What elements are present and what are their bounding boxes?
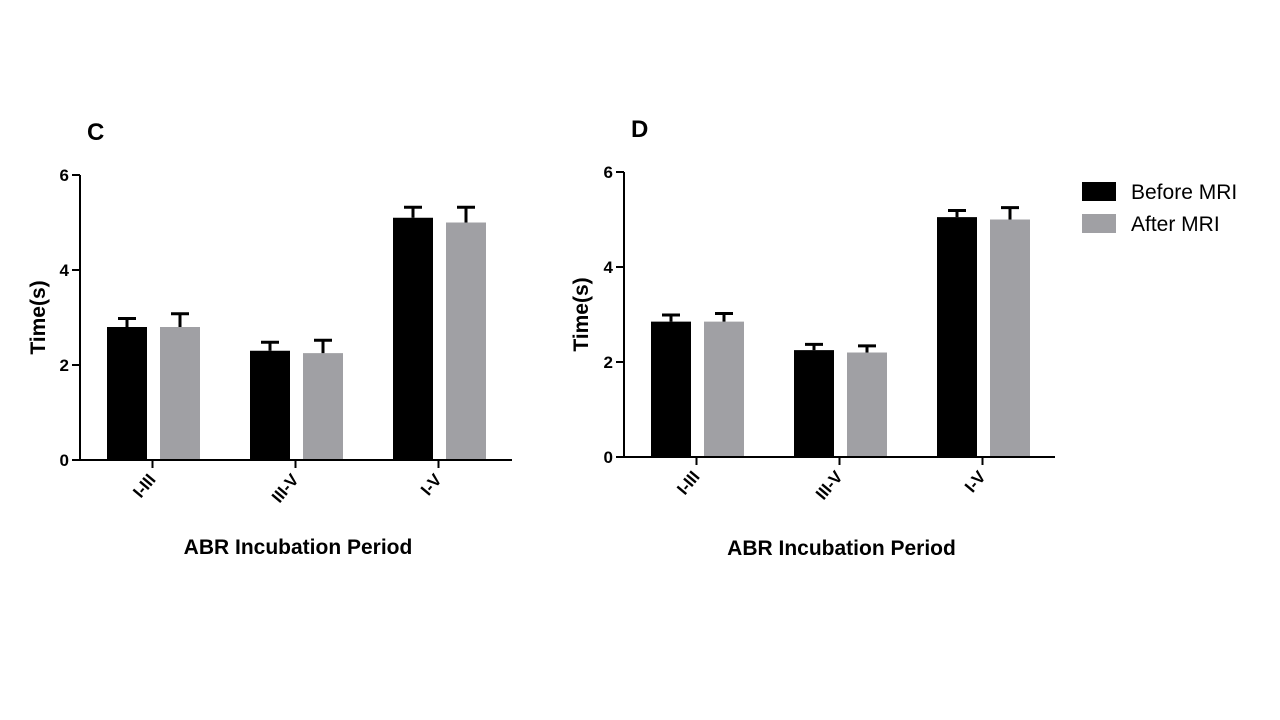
x-tick-label-d-i-v: I-V xyxy=(961,467,990,496)
legend-swatch-before xyxy=(1082,182,1116,201)
bar-c-before-i-v xyxy=(393,217,433,460)
bar-c-after-i-iii xyxy=(160,327,200,460)
panel-d: D I-III III-V I-V 0 2 4 6 Time(s) ABR Incubation… xyxy=(570,116,1055,560)
legend-label-before: Before MRI xyxy=(1131,181,1237,204)
x-tick-label-c-i-iii: I-III xyxy=(129,470,159,501)
x-tick-label-c-iii-v: III-V xyxy=(268,470,303,507)
bar-d-after-i-v xyxy=(990,219,1030,457)
y-tick-label-c-4: 4 xyxy=(60,261,70,280)
y-tick-label-c-6: 6 xyxy=(60,166,69,185)
x-axis-title-c: ABR Incubation Period xyxy=(184,536,413,559)
panel-letter-d: D xyxy=(631,116,648,143)
y-tick-label-d-6: 6 xyxy=(604,163,613,182)
bar-d-before-i-v xyxy=(937,217,977,457)
bar-c-after-iii-v xyxy=(303,353,343,460)
y-tick-label-d-4: 4 xyxy=(604,258,614,277)
x-tick-label-c-i-v: I-V xyxy=(417,470,446,499)
y-axis-title-c: Time(s) xyxy=(27,280,50,354)
panel-letter-c: C xyxy=(87,119,104,146)
bar-d-before-iii-v xyxy=(794,350,834,457)
y-tick-label-c-2: 2 xyxy=(60,356,69,375)
x-tick-label-d-iii-v: III-V xyxy=(812,467,847,504)
y-tick-label-d-0: 0 xyxy=(604,448,613,467)
y-tick-label-c-0: 0 xyxy=(60,451,69,470)
bar-c-before-i-iii xyxy=(107,327,147,460)
bar-c-before-iii-v xyxy=(250,350,290,460)
legend-label-after: After MRI xyxy=(1131,213,1220,236)
legend: Before MRI After MRI xyxy=(1082,181,1237,236)
panel-c: C I-III III-V I-V 0 2 4 6 Time(s) ABR Incubation… xyxy=(27,119,512,559)
x-tick-label-d-i-iii: I-III xyxy=(673,467,703,498)
y-axis-title-d: Time(s) xyxy=(570,277,593,351)
legend-swatch-after xyxy=(1082,214,1116,233)
bar-d-after-i-iii xyxy=(704,321,744,457)
bar-c-after-i-v xyxy=(446,222,486,460)
x-axis-title-d: ABR Incubation Period xyxy=(727,537,956,560)
bar-d-after-iii-v xyxy=(847,352,887,457)
y-tick-label-d-2: 2 xyxy=(604,353,613,372)
bar-d-before-i-iii xyxy=(651,321,691,457)
